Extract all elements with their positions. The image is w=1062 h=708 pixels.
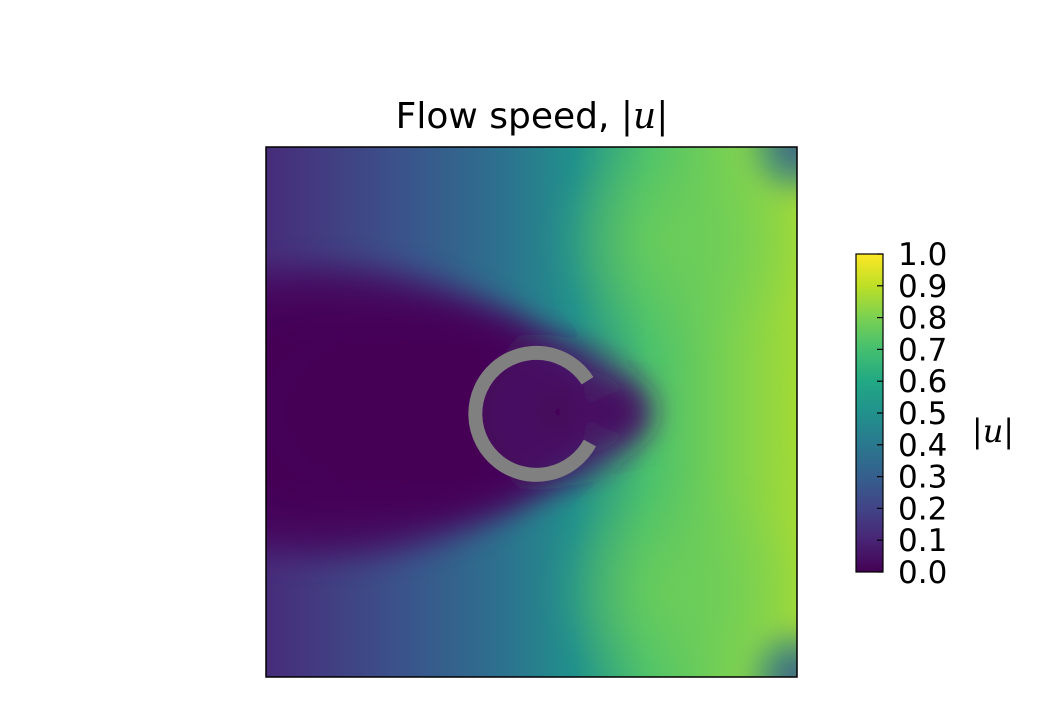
flow-speed-field <box>266 147 797 677</box>
colorbar-tick-label: 0.4 <box>898 428 947 464</box>
colorbar-tick-label: 0.0 <box>898 555 947 591</box>
colorbar-tick-label: 0.1 <box>898 523 947 559</box>
obstacle-ring <box>468 345 597 482</box>
colorbar-tick-label: 0.6 <box>898 364 947 400</box>
colorbar: 0.00.10.20.30.40.50.60.70.80.91.0 |u| <box>855 237 1014 591</box>
colorbar-tick-label: 0.2 <box>898 491 947 527</box>
colorbar-tick-label: 0.3 <box>898 460 947 496</box>
colorbar-tick-label: 0.5 <box>898 396 947 432</box>
colorbar-ticks: 0.00.10.20.30.40.50.60.70.80.91.0 <box>877 237 947 591</box>
chart-title: Flow speed, |u| <box>396 96 669 137</box>
colorbar-tick-label: 0.8 <box>898 301 947 337</box>
colorbar-tick-label: 0.7 <box>898 332 947 368</box>
plot-frame <box>265 146 798 678</box>
colorbar-tick-label: 1.0 <box>898 237 947 273</box>
colorbar-tick-label: 0.9 <box>898 269 947 305</box>
colorbar-label: |u| <box>972 412 1014 450</box>
chart-title-text: Flow speed, <box>396 96 621 137</box>
chart-title-math: |u| <box>621 96 668 137</box>
